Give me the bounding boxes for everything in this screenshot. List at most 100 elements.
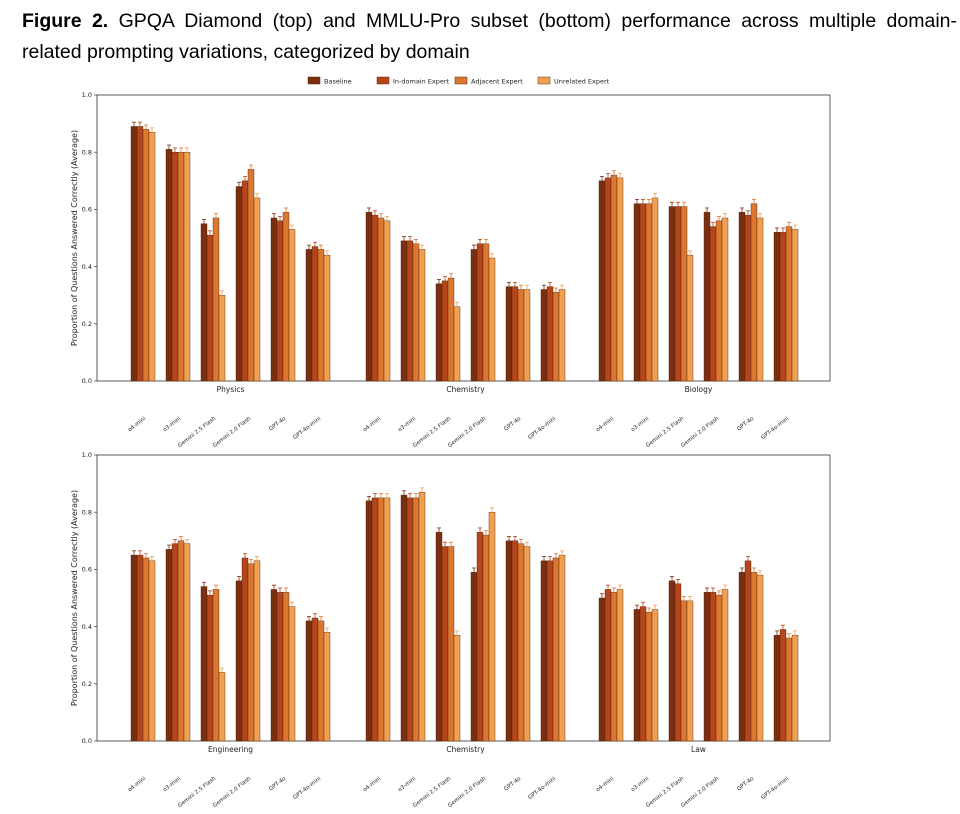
bar-physics-gemini-2-5-flash-unrelated-expert	[218, 295, 226, 382]
bar-chemistry-gemini-2-0-flash-baseline	[470, 249, 478, 382]
bar-law-gemini-2-0-flash-unrelated-expert	[721, 589, 729, 742]
x-tick-label: o4-mini	[362, 416, 382, 434]
x-tick-label: o3-mini	[162, 776, 182, 794]
x-tick-label: GPT-4o-mini	[292, 776, 322, 802]
bar-law-gpt-4o-mini-unrelated-expert	[791, 634, 799, 742]
bar-engineering-gemini-2-0-flash-in-domain-expert	[241, 557, 249, 742]
y-tick-label: 0.6	[82, 566, 92, 574]
plot-frame	[96, 94, 831, 382]
y-tick-label: 0.4	[82, 263, 92, 271]
x-tick-label: o3-mini	[397, 776, 417, 794]
bar-chemistry-gpt-4o-in-domain-expert	[511, 540, 519, 742]
bar-chemistry-o4-mini-in-domain-expert	[371, 497, 379, 742]
bar-biology-gpt-4o-mini-baseline	[773, 232, 781, 382]
bar-biology-gemini-2-5-flash-baseline	[668, 206, 676, 382]
x-tick-label: GPT-4o	[268, 775, 287, 792]
x-tick-label: Gemini 2.0 Flash	[212, 776, 253, 809]
x-tick-label: Gemini 2.0 Flash	[680, 776, 721, 809]
bar-physics-gemini-2-0-flash-adjacent-expert	[247, 169, 255, 382]
y-tick-label: 0.0	[82, 737, 92, 745]
bar-biology-o3-mini-unrelated-expert	[651, 197, 659, 382]
x-tick-label: GPT-4o	[268, 415, 287, 432]
bar-physics-gemini-2-0-flash-in-domain-expert	[241, 180, 249, 382]
domain-label-engineering: Engineering	[208, 745, 253, 754]
bar-law-gemini-2-0-flash-adjacent-expert	[715, 594, 723, 742]
bar-chemistry-o4-mini-baseline	[365, 500, 373, 742]
bar-chemistry-gpt-4o-adjacent-expert	[517, 543, 525, 742]
bar-chemistry-o3-mini-baseline	[400, 240, 408, 382]
bar-law-gemini-2-5-flash-in-domain-expert	[674, 583, 682, 742]
bar-law-o3-mini-in-domain-expert	[639, 606, 647, 742]
y-tick-label: 0.4	[82, 623, 92, 631]
domain-label-law: Law	[691, 745, 706, 754]
bar-engineering-gpt-4o-unrelated-expert	[288, 606, 296, 742]
bar-chemistry-gpt-4o-baseline	[505, 286, 513, 382]
bar-chemistry-gpt-4o-mini-unrelated-expert	[558, 289, 566, 382]
x-tick-label: o3-mini	[397, 416, 417, 434]
bar-chemistry-gemini-2-5-flash-adjacent-expert	[447, 546, 455, 742]
bar-engineering-gemini-2-5-flash-adjacent-expert	[212, 589, 220, 742]
x-tick-label: GPT-4o-mini	[760, 776, 790, 802]
bar-engineering-gpt-4o-mini-adjacent-expert	[317, 620, 325, 742]
bar-law-gpt-4o-mini-adjacent-expert	[785, 637, 793, 742]
domain-label-physics: Physics	[217, 385, 245, 394]
bar-engineering-gpt-4o-mini-unrelated-expert	[323, 632, 331, 742]
legend-swatch-baseline	[307, 76, 321, 85]
x-tick-label: GPT-4o-mini	[292, 416, 322, 442]
bar-chemistry-gemini-2-5-flash-adjacent-expert	[447, 277, 455, 382]
legend-label-baseline: Baseline	[324, 78, 352, 86]
bar-biology-gpt-4o-mini-in-domain-expert	[779, 232, 787, 382]
bar-engineering-o4-mini-baseline	[130, 554, 138, 742]
legend-label-in-domain-expert: In-domain Expert	[393, 78, 450, 86]
bar-chemistry-gpt-4o-mini-unrelated-expert	[558, 554, 566, 742]
y-tick-label: 0.8	[82, 148, 92, 156]
bar-chemistry-gemini-2-0-flash-in-domain-expert	[476, 243, 484, 382]
bar-physics-gpt-4o-mini-baseline	[305, 249, 313, 382]
bar-chemistry-gpt-4o-in-domain-expert	[511, 286, 519, 382]
bar-engineering-o3-mini-adjacent-expert	[177, 540, 185, 742]
bar-chemistry-gemini-2-0-flash-unrelated-expert	[488, 512, 496, 742]
x-tick-label: o4-mini	[595, 776, 615, 794]
x-tick-label: o4-mini	[595, 416, 615, 434]
bar-chemistry-o3-mini-adjacent-expert	[412, 497, 420, 742]
y-tick-label: 0.2	[82, 680, 92, 688]
bar-chemistry-o4-mini-unrelated-expert	[383, 220, 391, 382]
bar-physics-gpt-4o-mini-unrelated-expert	[323, 254, 331, 382]
bar-law-gpt-4o-in-domain-expert	[744, 560, 752, 742]
bar-chemistry-gemini-2-0-flash-adjacent-expert	[482, 534, 490, 742]
bar-chemistry-o3-mini-unrelated-expert	[418, 249, 426, 382]
bar-law-gemini-2-5-flash-baseline	[668, 580, 676, 742]
bar-biology-gemini-2-0-flash-baseline	[703, 212, 711, 382]
bar-chemistry-gpt-4o-mini-adjacent-expert	[552, 557, 560, 742]
figure-caption-text: GPQA Diamond (top) and MMLU-Pro subset (…	[22, 10, 957, 63]
x-tick-label: o4-mini	[127, 416, 147, 434]
y-axis-label: Proportion of Questions Answered Correct…	[70, 130, 79, 346]
bar-chemistry-gemini-2-5-flash-in-domain-expert	[441, 280, 449, 382]
x-tick-label: GPT-4o-mini	[760, 416, 790, 442]
bar-chemistry-o4-mini-in-domain-expert	[371, 214, 379, 382]
bar-physics-o3-mini-in-domain-expert	[171, 151, 179, 382]
domain-label-biology: Biology	[685, 385, 713, 394]
bar-chemistry-o4-mini-adjacent-expert	[377, 217, 385, 382]
bar-engineering-gemini-2-5-flash-in-domain-expert	[206, 594, 214, 742]
bar-law-o4-mini-unrelated-expert	[616, 589, 624, 742]
bar-chemistry-gpt-4o-mini-baseline	[540, 289, 548, 382]
bar-chemistry-gemini-2-5-flash-baseline	[435, 532, 443, 742]
bar-law-o4-mini-adjacent-expert	[610, 592, 618, 742]
chart-panel-top: 0.0 0.2 0.4 0.6 0.8 1.0 Proportion of Question…	[70, 91, 831, 449]
chart-panel-bottom: 0.0 0.2 0.4 0.6 0.8 1.0 Proportion of Question…	[70, 451, 831, 809]
x-tick-label: o3-mini	[630, 776, 650, 794]
bar-biology-o3-mini-adjacent-expert	[645, 203, 653, 382]
bar-physics-o3-mini-unrelated-expert	[183, 151, 191, 382]
chart-legend: Baseline In-domain Expert Adjacent Expert U…	[307, 76, 610, 86]
bar-law-gpt-4o-baseline	[738, 572, 746, 742]
figure-label: Figure 2.	[22, 10, 109, 32]
bar-engineering-gpt-4o-adjacent-expert	[282, 592, 290, 742]
bar-chemistry-o3-mini-in-domain-expert	[406, 497, 414, 742]
bar-physics-gemini-2-5-flash-adjacent-expert	[212, 217, 220, 382]
bar-physics-gpt-4o-mini-in-domain-expert	[311, 246, 319, 382]
bar-physics-o4-mini-unrelated-expert	[148, 131, 156, 382]
bar-law-gpt-4o-adjacent-expert	[750, 572, 758, 742]
bar-biology-gpt-4o-mini-unrelated-expert	[791, 229, 799, 382]
bar-chemistry-o3-mini-in-domain-expert	[406, 240, 414, 382]
